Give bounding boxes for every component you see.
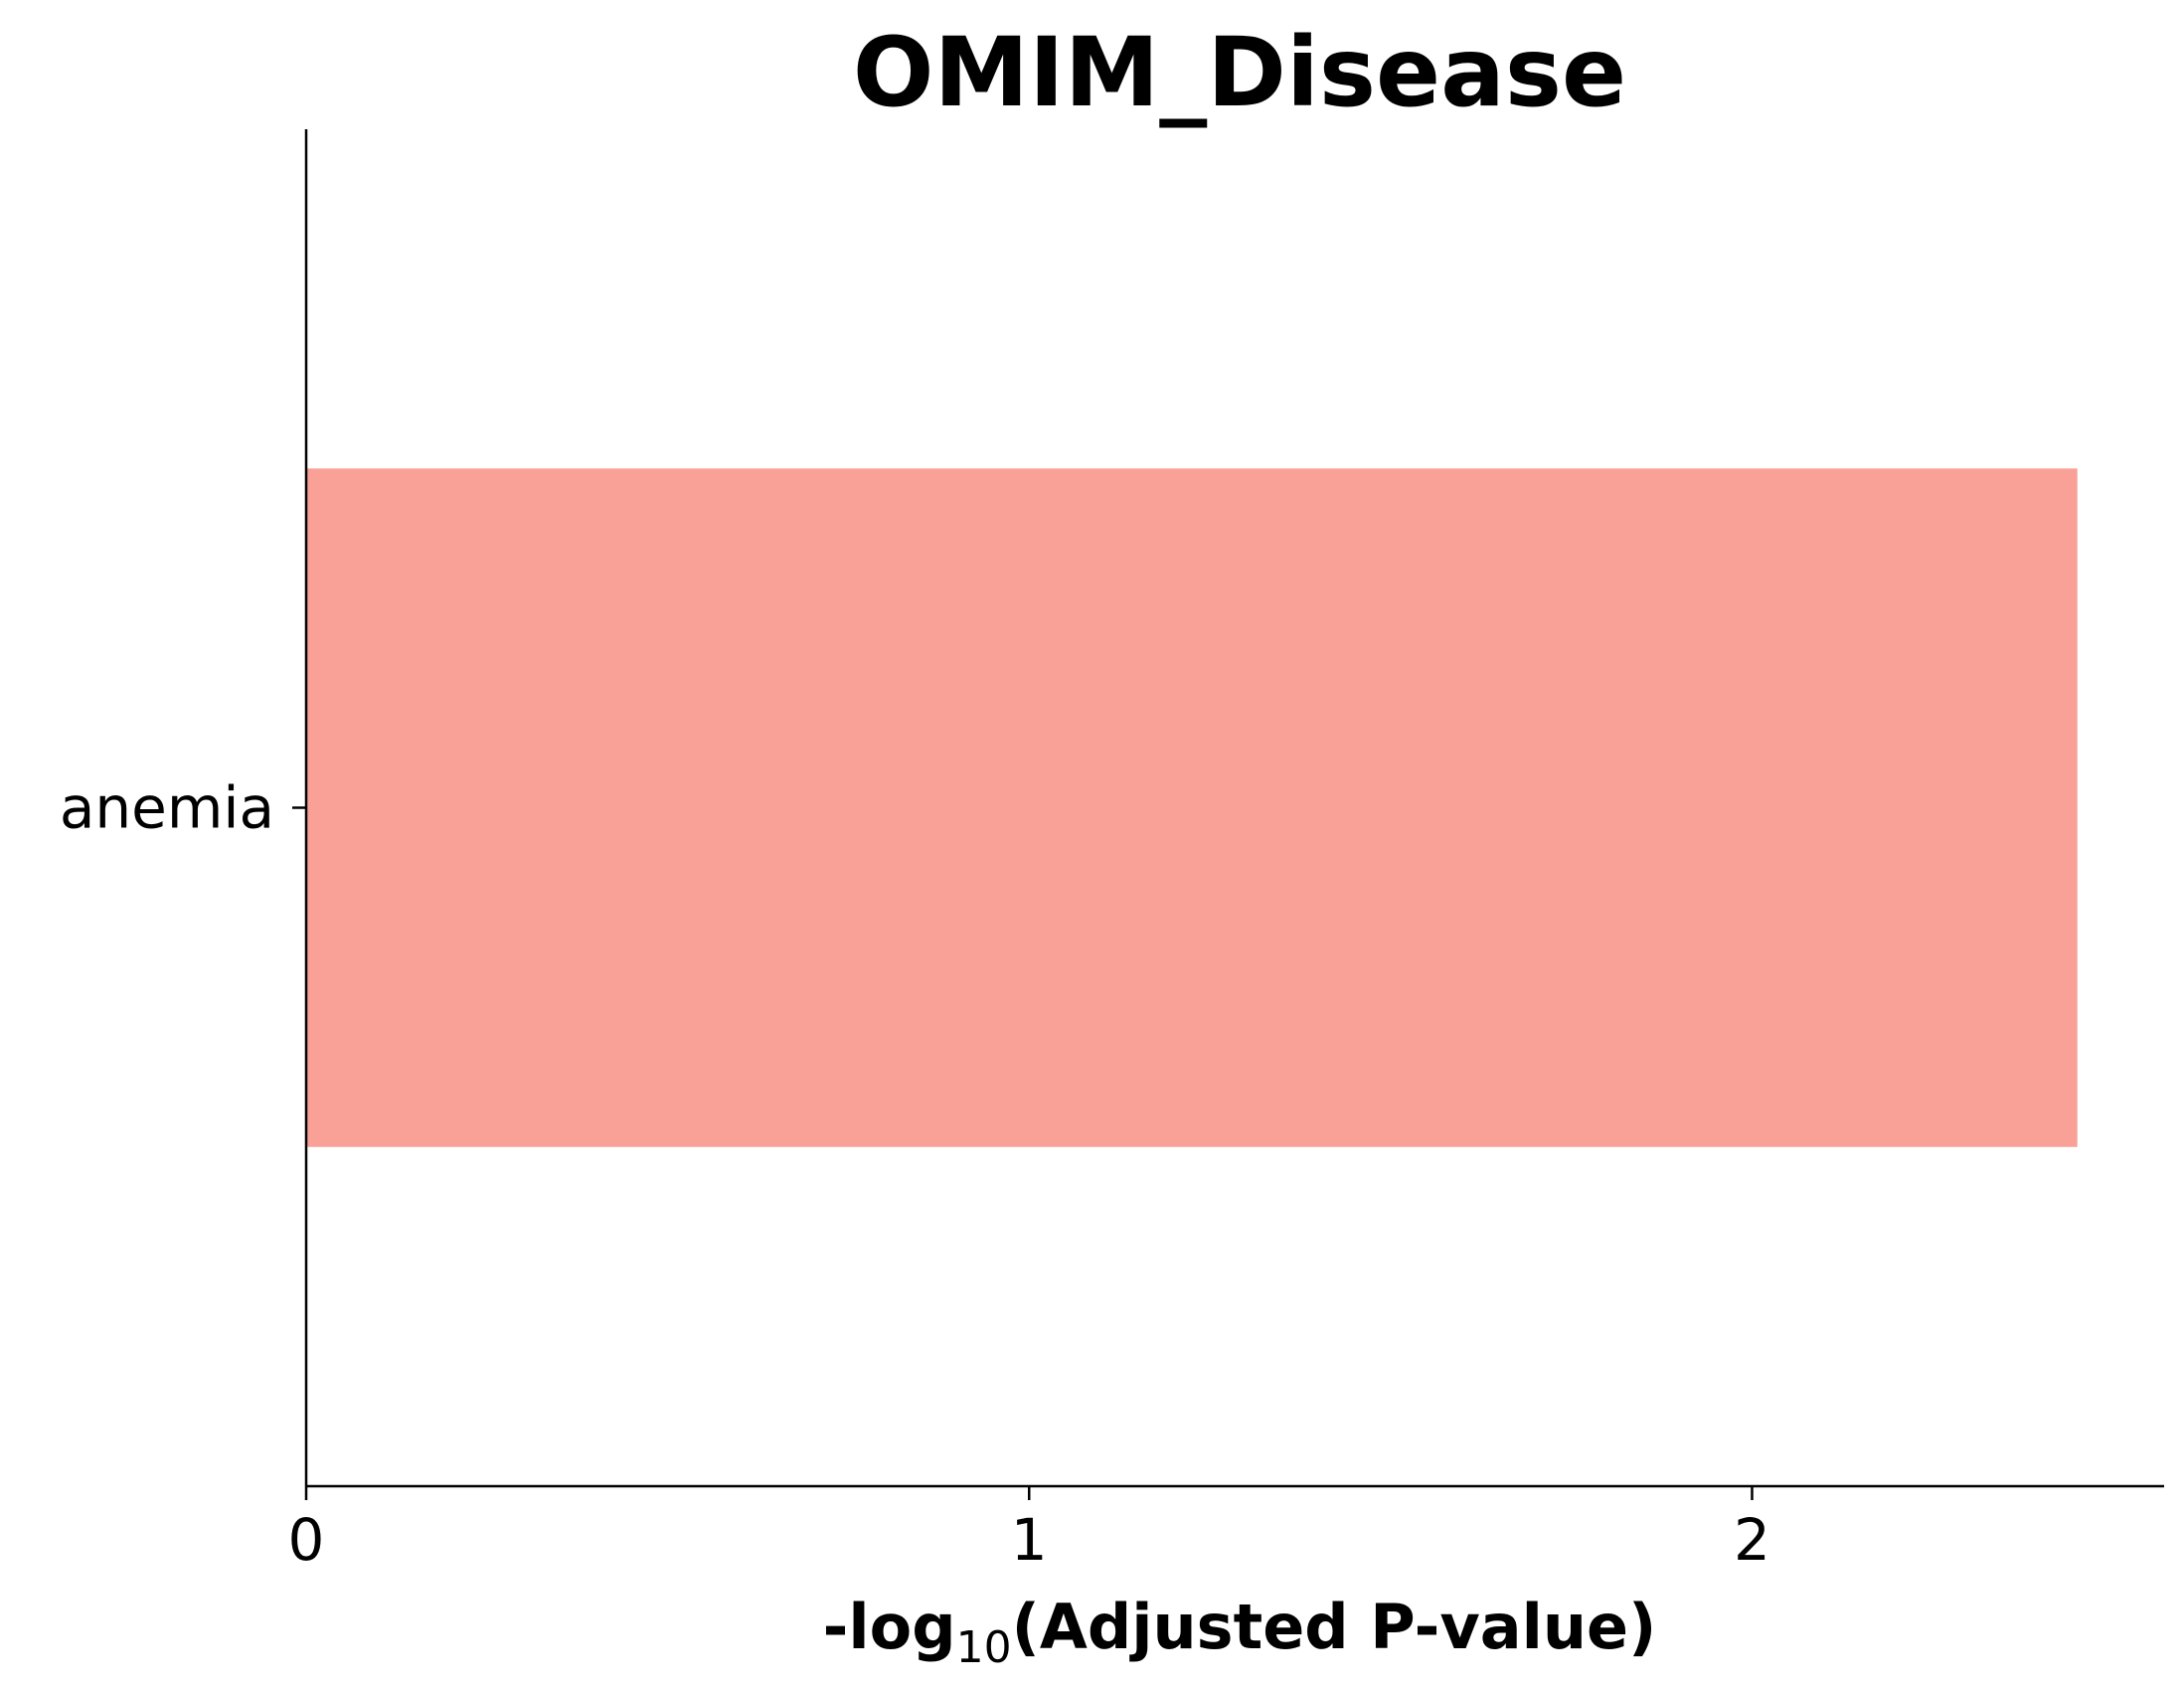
- chart-title: OMIM_Disease: [853, 17, 1626, 128]
- x-tick-label: 1: [1011, 1506, 1048, 1574]
- x-tick-label: 2: [1734, 1506, 1770, 1574]
- bar-anemia: [306, 468, 2078, 1147]
- x-axis-label-prefix: -log: [823, 1591, 956, 1663]
- x-axis-label: -log10(Adjusted P-value): [823, 1591, 1657, 1673]
- y-tick-label: anemia: [60, 774, 274, 842]
- x-axis-ticks: 0 1 2: [288, 1486, 1770, 1574]
- x-tick-label: 0: [288, 1506, 325, 1574]
- x-axis-label-subscript: 10: [956, 1622, 1012, 1673]
- y-axis-ticks: anemia: [60, 774, 306, 842]
- x-axis-label-suffix: (Adjusted P-value): [1012, 1591, 1657, 1663]
- bars-group: [306, 468, 2078, 1147]
